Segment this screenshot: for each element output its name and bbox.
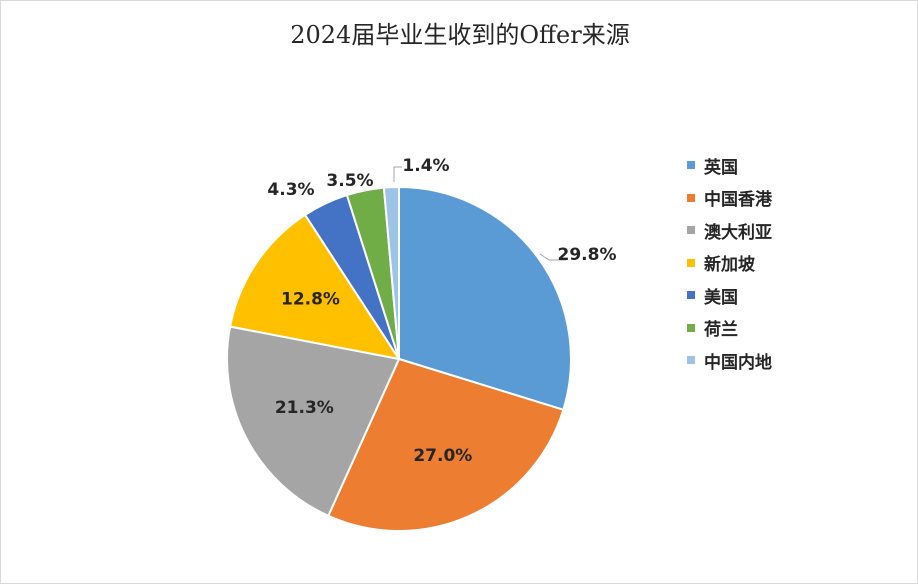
legend-label-7: 中国内地 (704, 352, 772, 373)
data-label-5: 4.3% (267, 180, 314, 200)
data-label-7: 1.4% (402, 156, 449, 176)
legend-swatch-3 (687, 226, 695, 235)
data-label-6: 3.5% (326, 171, 373, 191)
legend-swatch-2 (687, 193, 695, 202)
legend-swatch-4 (687, 258, 695, 267)
legend-item-1: 英国 (687, 149, 772, 182)
data-labels: 29.8% 27.0% 21.3% 12.8% 4.3% 3.5% 1.4% (267, 156, 616, 466)
leader-lines (393, 166, 566, 261)
legend-item-6: 荷兰 (687, 312, 772, 345)
legend-item-7: 中国内地 (687, 344, 772, 377)
data-label-1: 29.8% (558, 245, 617, 265)
chart-title: 2024届毕业生收到的Offer来源 (290, 21, 630, 49)
legend-swatch-1 (687, 161, 695, 170)
slice-7 (382, 185, 400, 360)
legend-label-5: 美国 (704, 287, 738, 308)
leader-line-1 (539, 253, 566, 261)
slice-1 (398, 185, 572, 412)
legend-item-3: 澳大利亚 (687, 214, 772, 247)
legend-label-2: 中国香港 (704, 190, 772, 211)
slice-3 (226, 325, 401, 518)
legend-label-3: 澳大利亚 (704, 222, 772, 243)
legend-item-2: 中国香港 (687, 182, 772, 215)
legend-label-4: 新加坡 (704, 255, 755, 276)
leader-line-7 (393, 166, 402, 182)
legend-label-1: 英国 (704, 157, 738, 178)
slice-2 (326, 357, 565, 532)
slice-4 (228, 213, 402, 361)
legend-item-4: 新加坡 (687, 247, 772, 280)
legend-swatch-6 (687, 323, 695, 332)
data-label-2: 27.0% (413, 446, 472, 466)
legend-swatch-5 (687, 291, 695, 300)
legend-label-6: 荷兰 (704, 320, 738, 341)
legend-item-5: 美国 (687, 279, 772, 312)
data-label-4: 12.8% (281, 290, 340, 310)
legend-swatch-7 (687, 356, 695, 365)
legend: 英国中国香港澳大利亚新加坡美国荷兰中国内地 (687, 149, 772, 377)
pie-slices (226, 185, 572, 532)
data-label-3: 21.3% (275, 398, 334, 418)
